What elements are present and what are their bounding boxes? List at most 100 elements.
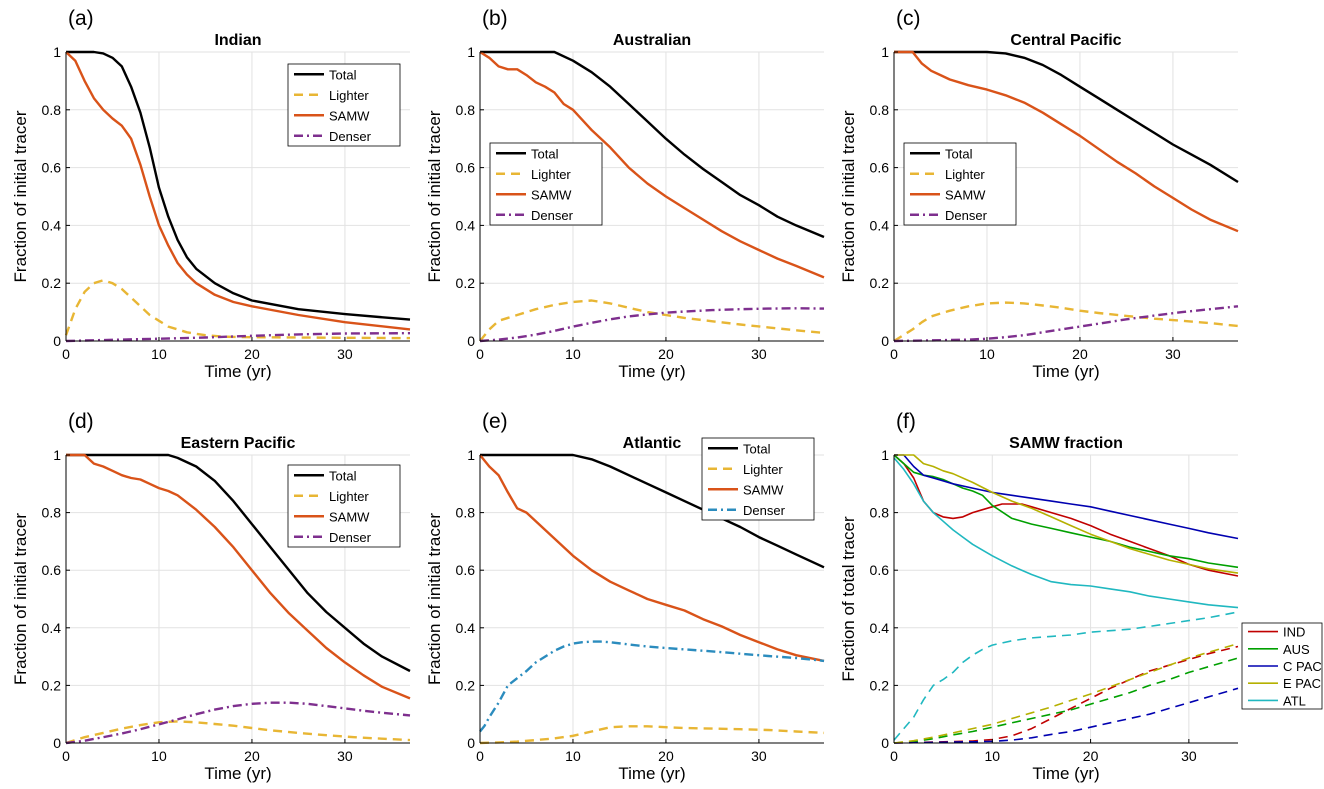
- y-tick-label: 0.6: [870, 562, 890, 578]
- series-line-c-pac: [894, 454, 1239, 540]
- chart-title: SAMW fraction: [1009, 435, 1123, 452]
- series-line-samw: [479, 50, 825, 279]
- legend-label: Lighter: [531, 167, 571, 182]
- series-line-total: [480, 453, 825, 569]
- series-line-total: [894, 50, 1239, 184]
- legend-label: Lighter: [743, 462, 783, 477]
- legend-label: Total: [743, 441, 771, 456]
- panel-f: 0 10 20 30 0 0.2 0.4 0.6 0.8 1 (f) SAMW fraction Tim…: [839, 410, 1323, 783]
- y-tick-label: 0.6: [42, 562, 62, 578]
- y-tick-label: 0.8: [456, 505, 476, 521]
- panel-e: 0 10 20 30 0 0.2 0.4 0.6 0.8 1 (e) Atlantic Time (yr…: [425, 410, 825, 783]
- legend: Total Lighter SAMW Denser: [489, 142, 603, 226]
- series-line-e-pac: [894, 454, 1239, 574]
- legend-box: [701, 437, 815, 521]
- x-tick-label: 20: [1072, 346, 1088, 362]
- legend-label: IND: [1283, 625, 1305, 640]
- y-tick-label: 0: [53, 333, 61, 349]
- y-tick-label: 0.8: [42, 505, 62, 521]
- x-tick-label: 20: [244, 748, 260, 764]
- legend-label: Lighter: [329, 88, 369, 103]
- x-tick-label: 20: [658, 748, 674, 764]
- series-line-samw: [894, 50, 1239, 233]
- x-tick-label: 0: [476, 748, 484, 764]
- series-line-dashed: [893, 687, 1239, 744]
- panel-letter: (c): [896, 7, 921, 30]
- chart-title: Eastern Pacific: [181, 435, 296, 452]
- x-tick-label: 30: [751, 346, 767, 362]
- legend: Total Lighter SAMW Denser: [903, 142, 1017, 226]
- y-tick-label: 0.8: [456, 102, 476, 118]
- legend-label: Total: [945, 146, 973, 161]
- series-line-dashed: [893, 657, 1239, 744]
- x-tick-label: 30: [337, 748, 353, 764]
- x-axis-label: Time (yr): [1032, 764, 1099, 783]
- y-tick-label: 0.2: [456, 677, 476, 693]
- y-axis-label: Fraction of initial tracer: [425, 110, 444, 282]
- y-tick-label: 0: [53, 735, 61, 751]
- series-line-lighter: [893, 301, 1239, 343]
- panel-letter: (d): [68, 410, 94, 433]
- x-axis-label: Time (yr): [618, 764, 685, 783]
- chart-title: Indian: [214, 32, 261, 49]
- plot-area: [894, 455, 1238, 743]
- chart-title: Atlantic: [623, 435, 682, 452]
- legend-box: [489, 142, 603, 226]
- y-tick-label: 0.4: [456, 620, 476, 636]
- panel-b: 0 10 20 30 0 0.2 0.4 0.6 0.8 1 (b) Australian Time (…: [425, 7, 825, 381]
- y-tick-label: 0: [467, 333, 475, 349]
- series-line-total: [480, 50, 825, 239]
- x-tick-label: 0: [476, 346, 484, 362]
- x-tick-label: 10: [151, 346, 167, 362]
- x-axis-label: Time (yr): [1032, 362, 1099, 381]
- y-tick-label: 1: [53, 44, 61, 60]
- series-line-samw: [479, 454, 825, 663]
- legend-label: Denser: [743, 503, 786, 518]
- panel-letter: (b): [482, 7, 508, 30]
- legend-label: C PAC: [1283, 659, 1322, 674]
- y-tick-label: 0: [881, 333, 889, 349]
- y-tick-label: 0.2: [870, 677, 890, 693]
- series-line-samw: [66, 453, 411, 700]
- legend-label: Denser: [945, 208, 988, 223]
- series-line-lighter: [479, 725, 825, 745]
- legend-label: ATL: [1283, 693, 1306, 708]
- legend-box: [903, 142, 1017, 226]
- y-axis-label: Fraction of initial tracer: [425, 513, 444, 685]
- legend-label: E PAC: [1283, 676, 1321, 691]
- y-tick-label: 1: [467, 44, 475, 60]
- y-tick-label: 1: [881, 44, 889, 60]
- y-tick-label: 0.4: [870, 620, 890, 636]
- series-line-samw: [65, 51, 411, 331]
- x-tick-label: 30: [1165, 346, 1181, 362]
- x-tick-label: 0: [890, 346, 898, 362]
- y-tick-label: 0: [881, 735, 889, 751]
- legend-box: [1241, 622, 1323, 710]
- x-tick-label: 10: [979, 346, 995, 362]
- x-tick-label: 10: [565, 346, 581, 362]
- y-tick-label: 0.2: [42, 677, 62, 693]
- series-line-denser: [479, 307, 825, 343]
- chart-title: Central Pacific: [1010, 32, 1121, 49]
- legend-box: [287, 464, 401, 548]
- panel-letter: (f): [896, 410, 916, 433]
- x-tick-label: 20: [658, 346, 674, 362]
- y-axis-label: Fraction of initial tracer: [11, 110, 30, 282]
- x-tick-label: 30: [337, 346, 353, 362]
- legend-label: SAMW: [531, 187, 572, 202]
- x-axis-label: Time (yr): [618, 362, 685, 381]
- legend-label: Lighter: [945, 167, 985, 182]
- x-tick-label: 0: [62, 748, 70, 764]
- panel-c: 0 10 20 30 0 0.2 0.4 0.6 0.8 1 (c) Central Pacific T…: [839, 7, 1239, 381]
- legend: Total Lighter SAMW Denser: [287, 63, 401, 147]
- y-tick-label: 0: [467, 735, 475, 751]
- legend-label: SAMW: [329, 509, 370, 524]
- y-tick-label: 1: [881, 447, 889, 463]
- legend-label: Total: [329, 468, 357, 483]
- chart-title: Australian: [613, 32, 691, 49]
- legend-box: [287, 63, 401, 147]
- series-line-total: [66, 453, 411, 673]
- panel-d: 0 10 20 30 0 0.2 0.4 0.6 0.8 1 (d) Eastern Pacific T…: [11, 410, 411, 783]
- y-axis-label: Fraction of initial tracer: [11, 513, 30, 685]
